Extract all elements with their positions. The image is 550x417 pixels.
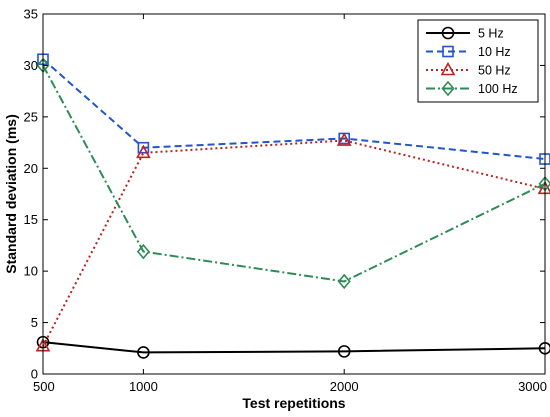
legend-marker <box>441 26 455 40</box>
x-tick-label: 2000 <box>330 379 359 394</box>
legend-label: 10 Hz <box>478 45 511 59</box>
legend-label: 50 Hz <box>478 64 511 78</box>
x-tick-label: 1000 <box>129 379 158 394</box>
data-point <box>137 346 150 359</box>
y-axis-label: Standard deviation (ms) <box>3 114 19 273</box>
legend-label: 5 Hz <box>478 27 504 41</box>
y-tick-label: 10 <box>24 264 38 279</box>
legend-marker <box>442 45 454 58</box>
legend-label: 100 Hz <box>478 82 518 96</box>
data-point <box>336 132 352 146</box>
y-tick-label: 35 <box>24 7 38 22</box>
series-line <box>42 64 546 283</box>
x-axis-label: Test repetitions <box>242 395 345 411</box>
y-tick-label: 15 <box>24 212 38 227</box>
x-tick-label: 3000 <box>518 379 547 394</box>
series-50hz <box>35 132 550 352</box>
series-5hz <box>36 335 550 359</box>
data-point <box>136 243 150 260</box>
data-point <box>136 144 151 159</box>
ticks-layer: 0 5 10 15 20 25 30 35 500 1000 2000 3000 <box>24 7 547 395</box>
x-tick-label: 500 <box>33 379 55 394</box>
legend-marker <box>440 61 456 76</box>
legend-marker <box>441 80 455 97</box>
series-line <box>42 341 546 354</box>
series-line <box>42 58 546 161</box>
series-line <box>42 139 546 347</box>
y-tick-label: 25 <box>24 109 38 124</box>
data-point <box>337 273 351 290</box>
y-tick-label: 30 <box>24 58 38 73</box>
legend: 5 Hz 10 Hz 50 Hz 100 Hz <box>417 19 539 103</box>
y-tick-label: 5 <box>31 315 38 330</box>
data-point <box>337 345 351 358</box>
data-point <box>137 141 150 154</box>
y-tick-label: 0 <box>31 367 38 382</box>
plot-frame <box>42 13 546 375</box>
y-tick-label: 20 <box>24 161 38 176</box>
